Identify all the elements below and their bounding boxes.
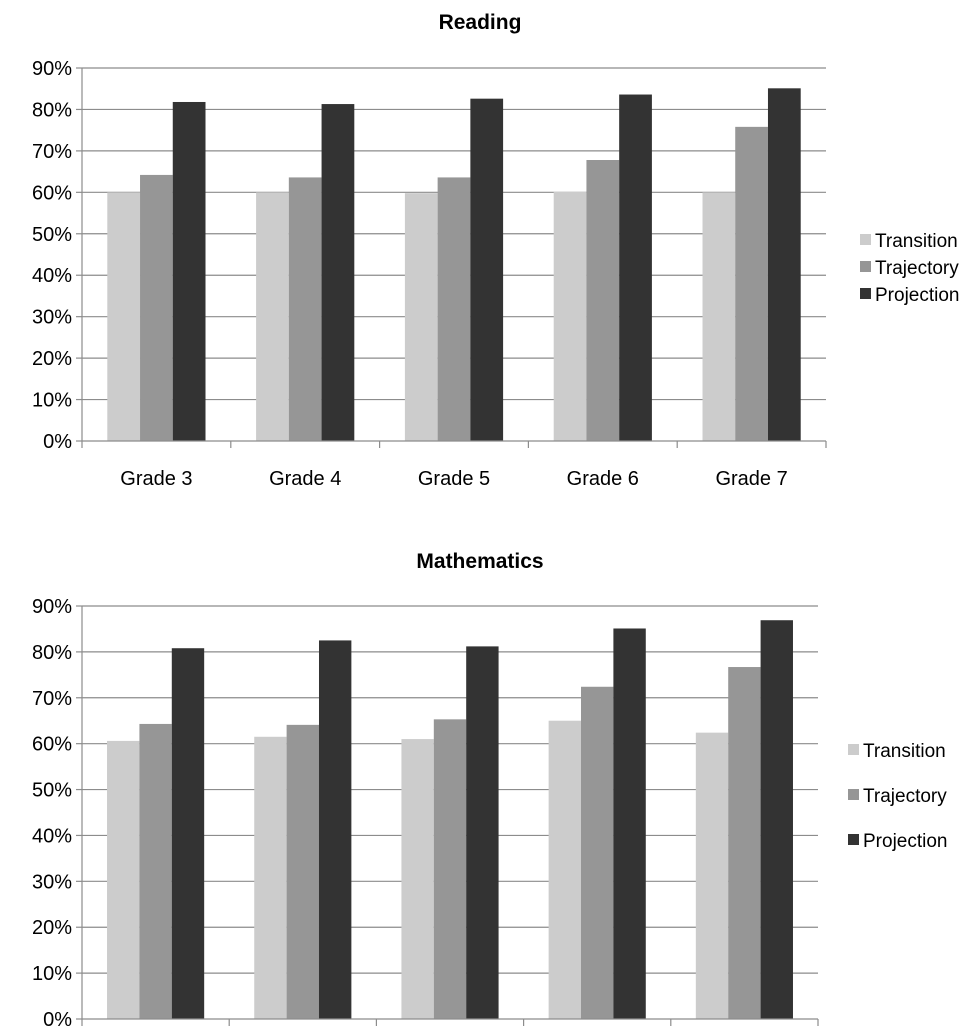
mathematics-bar-transition-grade-3 [107, 740, 140, 1019]
reading-bar-trajectory-grade-7 [735, 126, 768, 442]
reading-y-tick-label: 30% [32, 307, 72, 329]
mathematics-bar-transition-grade-4 [254, 736, 287, 1019]
mathematics-bar-projection-grade-4 [318, 640, 352, 1019]
mathematics-bar-projection-grade-5 [466, 646, 499, 1019]
reading-bar-trajectory-grade-5 [437, 177, 471, 441]
mathematics-legend-swatch-projection [848, 834, 859, 845]
reading-bar-transition-grade-7 [702, 192, 736, 441]
reading-bar-projection-grade-6 [619, 94, 652, 441]
mathematics-y-tick-label: 10% [32, 963, 72, 985]
mathematics-y-tick-label: 60% [32, 734, 72, 756]
mathematics-chart-title: Mathematics [416, 550, 543, 573]
reading-bar-transition-grade-4 [256, 192, 289, 441]
reading-x-tick-label: Grade 4 [269, 468, 341, 490]
reading-y-tick-label: 90% [32, 58, 72, 80]
mathematics-legend-label-transition: Transition [863, 741, 946, 762]
reading-legend-label-projection: Projection [875, 285, 960, 306]
mathematics-bar-trajectory-grade-7 [728, 667, 761, 1019]
reading-y-tick-label: 0% [43, 431, 72, 453]
mathematics-y-tick-label: 90% [32, 596, 72, 618]
mathematics-bar-trajectory-grade-3 [139, 723, 172, 1019]
mathematics-bar-projection-grade-7 [760, 620, 793, 1019]
reading-y-tick-label: 80% [32, 99, 72, 121]
mathematics-bar-projection-grade-6 [613, 628, 646, 1019]
reading-y-tick-label: 70% [32, 141, 72, 163]
reading-chart-panel: Reading 0% 10% 20% 30% 40% 50% 60% 70% 80% 90% Grad… [32, 11, 960, 490]
reading-x-tick-label: Grade 3 [120, 468, 192, 490]
reading-legend-label-transition: Transition [875, 231, 958, 252]
reading-y-tick-label: 40% [32, 265, 72, 287]
reading-y-tick-label: 10% [32, 390, 72, 412]
reading-chart: Reading 0% 10% 20% 30% 40% 50% 60% 70% 80% 90% Grad… [32, 11, 960, 490]
reading-y-tick-label: 20% [32, 348, 72, 370]
reading-legend-swatch-trajectory [860, 261, 871, 272]
mathematics-bar-projection-grade-3 [171, 648, 205, 1019]
reading-bar-trajectory-grade-3 [140, 174, 173, 441]
reading-legend-swatch-projection [860, 288, 871, 299]
reading-bar-projection-grade-5 [470, 98, 504, 442]
mathematics-y-tick-label: 50% [32, 780, 72, 802]
reading-bar-transition-grade-3 [107, 192, 141, 441]
mathematics-legend-swatch-transition [848, 744, 859, 755]
mathematics-legend-label-trajectory: Trajectory [863, 786, 947, 807]
mathematics-y-tick-label: 30% [32, 871, 72, 893]
mathematics-y-tick-label: 0% [43, 1009, 72, 1030]
mathematics-legend-swatch-trajectory [848, 789, 859, 800]
mathematics-bar-trajectory-grade-4 [286, 724, 319, 1019]
reading-legend: Transition Trajectory Projection [860, 231, 960, 306]
mathematics-bar-transition-grade-7 [695, 732, 729, 1019]
mathematics-y-tick-label: 80% [32, 642, 72, 664]
mathematics-bar-transition-grade-5 [401, 739, 434, 1019]
mathematics-y-tick-label: 70% [32, 688, 72, 710]
mathematics-bar-trajectory-grade-6 [581, 686, 614, 1019]
reading-bar-projection-grade-4 [321, 104, 355, 441]
mathematics-y-tick-label: 20% [32, 917, 72, 939]
mathematics-legend: Transition Trajectory Projection [848, 741, 948, 852]
reading-chart-title: Reading [439, 11, 522, 34]
reading-bar-projection-grade-3 [172, 101, 206, 442]
mathematics-y-tick-label: 40% [32, 825, 72, 847]
mathematics-chart: Mathematics 0% 10% 20% 30% 40% 50% 60% 70% 80% 90%… [32, 550, 948, 1030]
reading-bar-trajectory-grade-4 [288, 177, 322, 441]
reading-legend-swatch-transition [860, 234, 871, 245]
reading-y-tick-label: 60% [32, 182, 72, 204]
reading-bar-transition-grade-6 [553, 191, 587, 441]
reading-x-tick-label: Grade 5 [418, 468, 490, 490]
mathematics-bar-transition-grade-6 [548, 720, 582, 1019]
mathematics-chart-panel: Mathematics 0% 10% 20% 30% 40% 50% 60% 70% 80% 90%… [0, 515, 972, 1030]
mathematics-bar-trajectory-grade-5 [433, 719, 467, 1019]
reading-x-tick-label: Grade 6 [567, 468, 639, 490]
reading-bar-transition-grade-5 [404, 193, 438, 441]
reading-legend-label-trajectory: Trajectory [875, 258, 959, 279]
mathematics-legend-label-projection: Projection [863, 831, 948, 852]
reading-bar-projection-grade-7 [767, 88, 801, 442]
reading-x-tick-label: Grade 7 [715, 468, 787, 490]
reading-y-tick-label: 50% [32, 224, 72, 246]
reading-bar-trajectory-grade-6 [586, 160, 620, 442]
